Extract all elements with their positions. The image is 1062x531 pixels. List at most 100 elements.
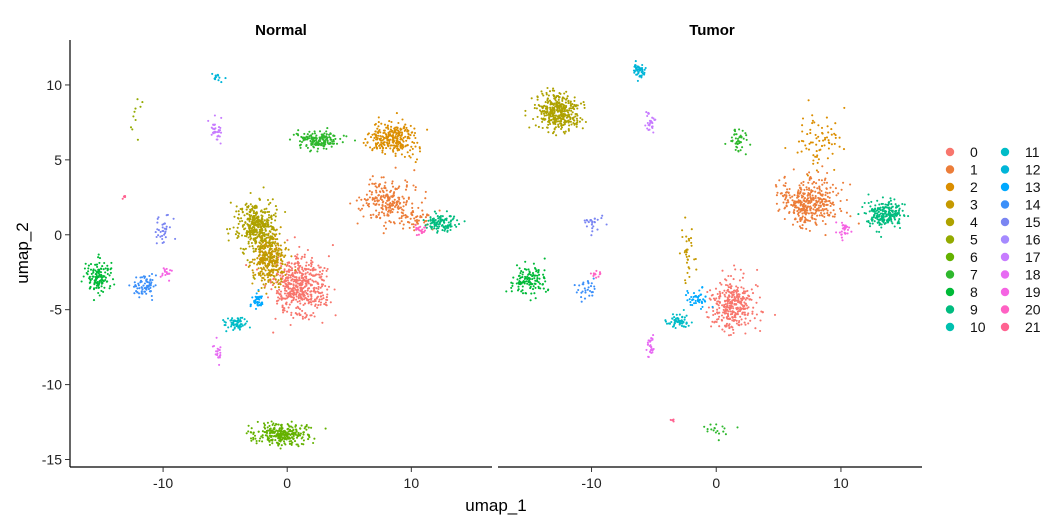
- point-cluster-12: [637, 70, 640, 74]
- point-cluster-0: [737, 307, 740, 310]
- point-cluster-1: [817, 191, 820, 195]
- point-cluster-1: [803, 216, 807, 219]
- point-cluster-0: [275, 292, 278, 295]
- point-cluster-9: [441, 229, 444, 232]
- point-cluster-0: [705, 311, 708, 314]
- point-cluster-0: [311, 269, 314, 272]
- point-cluster-6: [297, 431, 300, 434]
- point-cluster-4: [564, 130, 567, 133]
- point-cluster-6: [284, 431, 287, 434]
- point-cluster-1: [388, 209, 391, 212]
- point-cluster-1: [417, 219, 420, 222]
- point-cluster-0: [717, 304, 720, 307]
- point-cluster-8: [544, 290, 547, 293]
- point-cluster-0: [311, 279, 314, 282]
- point-cluster-9: [429, 222, 432, 225]
- point-cluster-9: [436, 231, 439, 234]
- point-cluster-2: [403, 125, 406, 128]
- point-cluster-14: [140, 286, 143, 289]
- point-cluster-4: [567, 100, 570, 103]
- point-cluster-1: [405, 184, 408, 187]
- point-cluster-15: [590, 223, 593, 226]
- point-cluster-4: [261, 245, 264, 248]
- point-cluster-1: [374, 203, 377, 206]
- point-cluster-6: [276, 429, 279, 433]
- point-cluster-0: [290, 262, 293, 265]
- point-cluster-3: [263, 245, 266, 248]
- point-cluster-2: [817, 124, 820, 127]
- point-cluster-3: [277, 244, 280, 247]
- point-cluster-4: [251, 208, 254, 211]
- point-cluster-0: [310, 295, 313, 298]
- point-cluster-14: [592, 277, 595, 280]
- point-cluster-3: [269, 260, 272, 263]
- point-cluster-1: [793, 194, 796, 197]
- point-cluster-4: [227, 239, 230, 242]
- point-cluster-5: [134, 107, 137, 110]
- point-cluster-14: [588, 289, 592, 293]
- point-cluster-0: [729, 313, 732, 316]
- point-cluster-4: [549, 122, 552, 126]
- point-cluster-4: [559, 122, 562, 125]
- panel-title-normal: Normal: [255, 22, 307, 39]
- point-cluster-1: [785, 201, 788, 204]
- point-cluster-8: [544, 280, 547, 283]
- point-cluster-1: [828, 191, 831, 194]
- point-cluster-4: [263, 208, 266, 211]
- point-cluster-11: [232, 328, 235, 332]
- point-cluster-15: [590, 234, 593, 237]
- point-cluster-4: [576, 121, 579, 124]
- point-cluster-4: [256, 221, 259, 224]
- point-cluster-4: [267, 234, 270, 237]
- point-cluster-9: [864, 212, 868, 215]
- point-cluster-4: [241, 211, 244, 214]
- point-cluster-3: [684, 279, 687, 282]
- point-cluster-1: [801, 227, 804, 230]
- point-cluster-7: [745, 134, 748, 137]
- point-cluster-9: [439, 214, 443, 218]
- point-cluster-6: [280, 444, 283, 447]
- point-cluster-2: [396, 126, 399, 129]
- point-cluster-1: [826, 192, 829, 195]
- point-cluster-0: [306, 293, 309, 296]
- point-cluster-15: [164, 230, 167, 233]
- point-cluster-19: [841, 239, 844, 242]
- point-cluster-7: [735, 140, 738, 144]
- point-cluster-0: [297, 294, 300, 297]
- point-cluster-4: [236, 231, 239, 234]
- point-cluster-1: [823, 181, 826, 184]
- point-cluster-4: [250, 241, 253, 245]
- point-cluster-7: [306, 133, 309, 136]
- point-cluster-0: [303, 302, 307, 305]
- point-cluster-1: [400, 216, 403, 220]
- point-cluster-1: [831, 201, 835, 204]
- point-cluster-3: [271, 271, 275, 274]
- point-cluster-3: [271, 281, 274, 284]
- point-cluster-4: [575, 113, 578, 116]
- point-cluster-1: [383, 184, 386, 188]
- point-cluster-6: [296, 435, 299, 438]
- point-cluster-6: [279, 429, 282, 432]
- point-cluster-7: [309, 149, 313, 152]
- point-cluster-8: [528, 283, 531, 286]
- legend-key-2: [945, 182, 955, 192]
- point-cluster-20: [423, 229, 427, 232]
- point-cluster-2: [834, 134, 837, 137]
- point-cluster-2: [378, 144, 381, 147]
- point-cluster-9: [449, 215, 452, 218]
- point-cluster-3: [294, 268, 297, 272]
- point-cluster-0: [324, 284, 327, 288]
- point-cluster-2: [805, 147, 808, 150]
- point-cluster-17: [217, 131, 220, 134]
- point-cluster-1: [825, 207, 828, 210]
- point-cluster-0: [288, 270, 291, 274]
- point-cluster-7: [734, 148, 737, 151]
- point-cluster-1: [355, 199, 358, 202]
- point-cluster-8: [98, 286, 101, 289]
- point-cluster-9: [443, 221, 446, 224]
- point-cluster-4: [270, 245, 273, 248]
- legend-label-20: 20: [1025, 302, 1041, 318]
- point-cluster-0: [731, 319, 734, 322]
- point-cluster-4: [259, 246, 262, 249]
- point-cluster-17: [651, 125, 654, 128]
